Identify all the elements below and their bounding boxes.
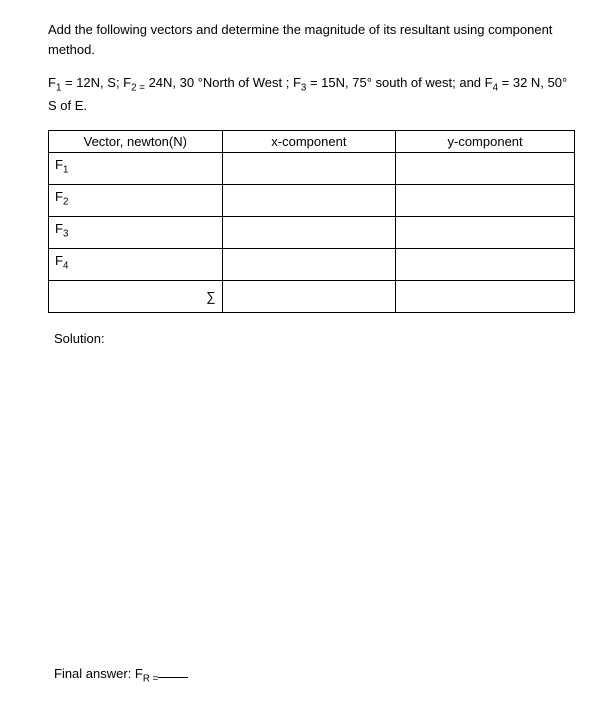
col-header-x: x-component bbox=[222, 130, 396, 152]
table-row: F4 bbox=[49, 248, 575, 280]
col-header-vector: Vector, newton(N) bbox=[49, 130, 223, 152]
sigma-row: ∑ bbox=[49, 280, 575, 312]
x-cell bbox=[222, 184, 396, 216]
given-text: F1 = 12N, S; F2 = 24N, 30 °North of West… bbox=[48, 73, 575, 116]
vector-cell: F3 bbox=[49, 216, 223, 248]
y-cell bbox=[396, 216, 575, 248]
component-table: Vector, newton(N) x-component y-componen… bbox=[48, 130, 575, 313]
x-cell bbox=[222, 152, 396, 184]
table-row: F2 bbox=[49, 184, 575, 216]
table-row: F3 bbox=[49, 216, 575, 248]
y-cell bbox=[396, 152, 575, 184]
x-cell bbox=[222, 216, 396, 248]
vector-cell: F2 bbox=[49, 184, 223, 216]
solution-label: Solution: bbox=[54, 331, 575, 346]
answer-blank bbox=[158, 677, 188, 678]
sigma-cell: ∑ bbox=[49, 280, 223, 312]
intro-text: Add the following vectors and determine … bbox=[48, 20, 575, 59]
y-cell bbox=[396, 248, 575, 280]
final-answer-label: Final answer: FR = bbox=[54, 666, 575, 685]
vector-cell: F4 bbox=[49, 248, 223, 280]
col-header-y: y-component bbox=[396, 130, 575, 152]
sigma-y-cell bbox=[396, 280, 575, 312]
x-cell bbox=[222, 248, 396, 280]
table-row: F1 bbox=[49, 152, 575, 184]
vector-cell: F1 bbox=[49, 152, 223, 184]
y-cell bbox=[396, 184, 575, 216]
sigma-x-cell bbox=[222, 280, 396, 312]
